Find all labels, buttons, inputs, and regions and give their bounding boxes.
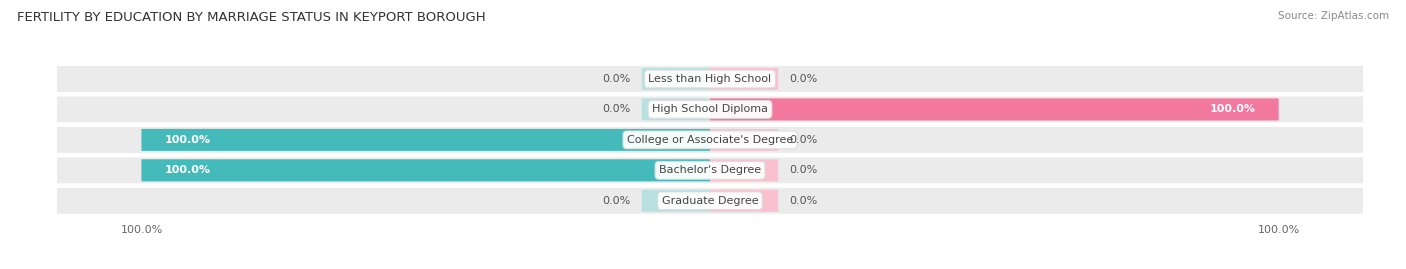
Text: Bachelor's Degree: Bachelor's Degree bbox=[659, 165, 761, 175]
FancyBboxPatch shape bbox=[142, 129, 710, 151]
FancyBboxPatch shape bbox=[641, 98, 710, 121]
FancyBboxPatch shape bbox=[710, 68, 779, 90]
Text: 0.0%: 0.0% bbox=[790, 165, 818, 175]
Text: Graduate Degree: Graduate Degree bbox=[662, 196, 758, 206]
Text: High School Diploma: High School Diploma bbox=[652, 104, 768, 114]
Text: 0.0%: 0.0% bbox=[790, 74, 818, 84]
Text: 0.0%: 0.0% bbox=[602, 196, 630, 206]
FancyBboxPatch shape bbox=[641, 190, 710, 212]
FancyBboxPatch shape bbox=[641, 68, 710, 90]
FancyBboxPatch shape bbox=[56, 187, 1364, 215]
FancyBboxPatch shape bbox=[56, 156, 1364, 184]
Text: Source: ZipAtlas.com: Source: ZipAtlas.com bbox=[1278, 11, 1389, 21]
Text: College or Associate's Degree: College or Associate's Degree bbox=[627, 135, 793, 145]
Text: 100.0%: 100.0% bbox=[165, 165, 211, 175]
FancyBboxPatch shape bbox=[710, 159, 779, 181]
Text: 0.0%: 0.0% bbox=[602, 74, 630, 84]
Text: 0.0%: 0.0% bbox=[790, 135, 818, 145]
FancyBboxPatch shape bbox=[142, 159, 710, 181]
FancyBboxPatch shape bbox=[710, 98, 1278, 121]
FancyBboxPatch shape bbox=[710, 98, 1278, 121]
FancyBboxPatch shape bbox=[710, 190, 779, 212]
FancyBboxPatch shape bbox=[710, 129, 779, 151]
Text: Less than High School: Less than High School bbox=[648, 74, 772, 84]
FancyBboxPatch shape bbox=[56, 65, 1364, 93]
FancyBboxPatch shape bbox=[56, 126, 1364, 154]
Text: FERTILITY BY EDUCATION BY MARRIAGE STATUS IN KEYPORT BOROUGH: FERTILITY BY EDUCATION BY MARRIAGE STATU… bbox=[17, 11, 485, 24]
Text: 0.0%: 0.0% bbox=[602, 104, 630, 114]
Text: 100.0%: 100.0% bbox=[1209, 104, 1256, 114]
Text: 0.0%: 0.0% bbox=[790, 196, 818, 206]
FancyBboxPatch shape bbox=[142, 129, 710, 151]
FancyBboxPatch shape bbox=[56, 95, 1364, 123]
FancyBboxPatch shape bbox=[142, 159, 710, 181]
Text: 100.0%: 100.0% bbox=[165, 135, 211, 145]
